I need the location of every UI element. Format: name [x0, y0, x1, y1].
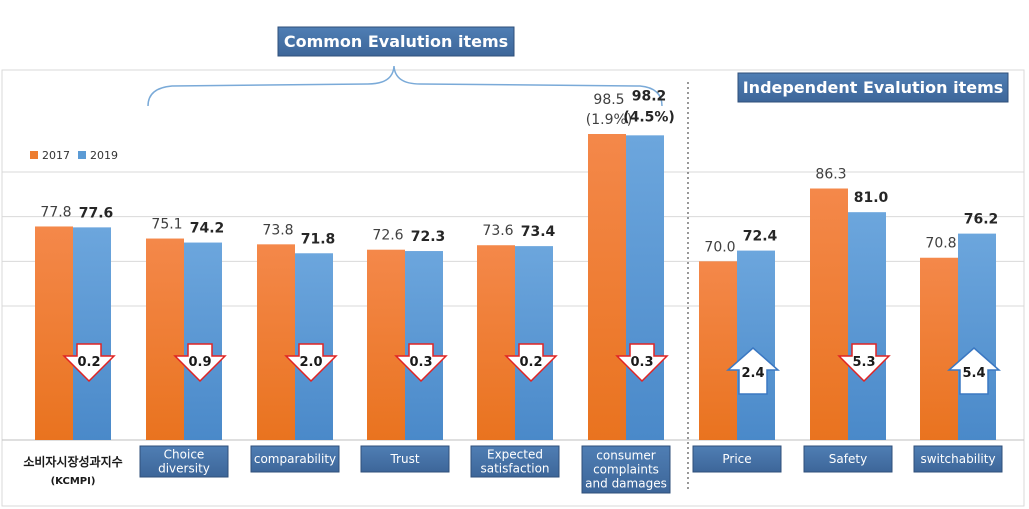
change-arrows: 0.2 0.9 2.0 0.3 0.2 0.3 2.4 5.3 5.4: [62, 343, 1001, 395]
pct-label-2019: (4.5%): [623, 109, 675, 125]
category-label: consumer: [596, 449, 655, 463]
pct-label-2017: (1.9%): [586, 112, 633, 128]
bar-2017: [588, 134, 626, 440]
change-arrow-down: 0.3: [615, 343, 669, 383]
category-box: switchability: [913, 445, 1003, 473]
category-label: Price: [722, 452, 751, 466]
change-value: 0.3: [630, 355, 653, 370]
value-label-2017: 77.8: [40, 204, 71, 220]
bar-2017: [699, 261, 737, 440]
change-arrow-down: 5.3: [837, 343, 891, 383]
change-arrow-down: 2.0: [284, 343, 338, 383]
category-label: complaints: [593, 463, 659, 477]
bar-2019: [958, 233, 996, 440]
bar-2019: [73, 227, 111, 440]
bar-2019: [184, 242, 222, 440]
category-label: comparability: [254, 452, 336, 466]
change-value: 5.4: [962, 366, 985, 381]
value-label-2017: 72.6: [372, 228, 403, 244]
bar-2019: [626, 135, 664, 440]
bar-2017: [367, 249, 405, 440]
change-value: 0.3: [409, 355, 432, 370]
common-items-header: Common Evalution items: [277, 26, 515, 57]
change-value: 0.9: [188, 355, 211, 370]
category-label: Trust: [389, 452, 419, 466]
category-label: 소비자시장성과지수: [23, 454, 122, 469]
bar-2019: [515, 246, 553, 440]
value-label-2017: 86.3: [815, 166, 846, 182]
legend-label-2019: 2019: [90, 149, 118, 162]
change-value: 0.2: [519, 355, 542, 370]
change-arrow-down: 0.3: [394, 343, 448, 383]
value-label-2017: 75.1: [151, 217, 182, 233]
value-label-2019: 81.0: [854, 190, 889, 206]
common-items-brace: [147, 65, 663, 107]
category-sublabel: (KCMPI): [51, 476, 96, 487]
value-label-2019: 74.2: [190, 221, 225, 237]
category-label: Expected: [487, 448, 543, 462]
value-label-2019: 98.2: [632, 88, 667, 104]
change-value: 0.2: [77, 355, 100, 370]
bar-2017: [146, 238, 184, 440]
value-labels: 77.8 77.6 75.1 74.2 73.8 71.8 72.6 72.3 73.6 73.4…: [40, 88, 998, 255]
legend-swatch-2017: [30, 151, 38, 159]
bar-2017: [810, 188, 848, 440]
value-label-2017: 73.6: [482, 223, 513, 239]
value-label-2019: 77.6: [79, 205, 114, 221]
change-value: 5.3: [852, 355, 875, 370]
category-label: Choice: [164, 448, 205, 462]
category-box: Price: [692, 445, 782, 473]
legend: 2017 2019: [30, 149, 118, 162]
bar-2017: [35, 226, 73, 440]
legend-swatch-2019: [78, 151, 86, 159]
plot-frame: [1, 69, 1025, 507]
bar-2017: [477, 245, 515, 440]
value-label-2017: 98.5: [593, 92, 624, 108]
change-arrow-up: 2.4: [726, 347, 780, 395]
bar-series: [35, 134, 996, 440]
category-label: Safety: [829, 452, 867, 466]
change-arrow-up: 5.4: [947, 347, 1001, 395]
category-box: Safety: [803, 445, 893, 473]
bar-2017: [920, 257, 958, 440]
change-value: 2.4: [741, 366, 764, 381]
bar-2019: [848, 212, 886, 440]
independent-items-header: Independent Evalution items: [737, 72, 1009, 103]
value-label-2017: 70.0: [704, 239, 735, 255]
change-arrow-down: 0.2: [504, 343, 558, 383]
category-label: and damages: [585, 477, 667, 491]
category-label: satisfaction: [480, 462, 549, 476]
change-arrow-down: 0.9: [173, 343, 227, 383]
category-box: Trust: [360, 445, 450, 473]
change-arrow-down: 0.2: [62, 343, 116, 383]
value-label-2017: 70.8: [925, 236, 956, 252]
value-label-2019: 72.3: [411, 229, 446, 245]
category-box: comparability: [250, 445, 340, 473]
independent-items-header-label: Independent Evalution items: [743, 78, 1004, 97]
bar-2019: [737, 250, 775, 440]
bar-2017: [257, 244, 295, 440]
value-label-2017: 73.8: [262, 222, 293, 238]
category-label: switchability: [920, 452, 995, 466]
change-value: 2.0: [299, 355, 322, 370]
category-label: diversity: [158, 462, 210, 476]
value-label-2019: 71.8: [301, 231, 336, 247]
value-label-2019: 76.2: [964, 212, 999, 228]
common-items-header-label: Common Evalution items: [284, 32, 508, 51]
value-label-2019: 73.4: [521, 224, 556, 240]
legend-label-2017: 2017: [42, 149, 70, 162]
value-label-2019: 72.4: [743, 229, 778, 245]
